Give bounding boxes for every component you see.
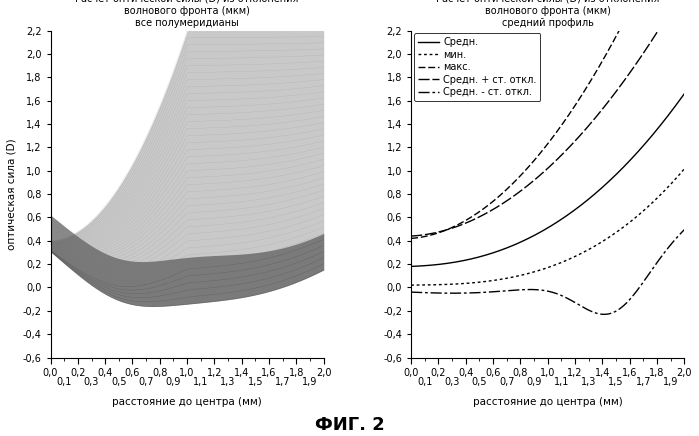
мин.: [407, 283, 415, 288]
Title: s101_OD_2_1.txt
Расчет оптической силы (D) из отклонения
волнового фронта (мкм)
: s101_OD_2_1.txt Расчет оптической силы (…: [436, 0, 659, 28]
Text: 1,3: 1,3: [581, 377, 596, 387]
Title: s101_OD_2_1.txt
Расчет оптической силы (D) из отклонения
волнового фронта (мкм)
: s101_OD_2_1.txt Расчет оптической силы (…: [75, 0, 298, 28]
Средн. + ст. откл.: [637, 54, 646, 59]
Средн.: [654, 125, 663, 130]
Text: 1,1: 1,1: [554, 377, 569, 387]
Text: 0,3: 0,3: [445, 377, 460, 387]
Y-axis label: оптическая сила (D): оптическая сила (D): [7, 138, 17, 250]
Line: мин.: мин.: [411, 169, 684, 285]
Text: 0,3: 0,3: [84, 377, 99, 387]
Legend: Средн., мин., макс., Средн. + ст. откл., Средн. - ст. откл.: Средн., мин., макс., Средн. + ст. откл.,…: [414, 34, 540, 101]
Средн. - ст. откл.: [407, 290, 415, 295]
макс.: [408, 236, 416, 241]
Средн. - ст. откл.: [638, 281, 647, 286]
Средн. - ст. откл.: [570, 299, 578, 304]
Средн. + ст. откл.: [654, 27, 663, 32]
макс.: [574, 98, 582, 103]
Средн. - ст. откл.: [408, 290, 416, 295]
мин.: [569, 255, 577, 260]
Text: 1,7: 1,7: [635, 377, 651, 387]
Средн.: [637, 145, 646, 150]
Text: 1,3: 1,3: [220, 377, 236, 387]
Средн. + ст. откл.: [570, 140, 578, 145]
Средн. - ст. откл.: [680, 227, 689, 232]
Text: 0,1: 0,1: [417, 377, 433, 387]
мин.: [570, 255, 578, 260]
Средн. - ст. откл.: [656, 256, 664, 262]
Text: 1,9: 1,9: [303, 377, 318, 387]
Text: 0,9: 0,9: [166, 377, 181, 387]
Line: макс.: макс.: [411, 0, 684, 238]
Line: Средн. - ст. откл.: Средн. - ст. откл.: [411, 230, 684, 314]
Line: Средн. + ст. откл.: Средн. + ст. откл.: [411, 0, 684, 236]
Средн. - ст. откл.: [574, 302, 582, 307]
Средн. - ст. откл.: [569, 299, 577, 304]
мин.: [680, 166, 689, 171]
Line: Средн.: Средн.: [411, 94, 684, 266]
Text: 0,9: 0,9: [526, 377, 542, 387]
Text: 0,5: 0,5: [472, 377, 487, 387]
макс.: [407, 236, 415, 241]
Text: 1,9: 1,9: [663, 377, 678, 387]
Text: 1,5: 1,5: [247, 377, 263, 387]
Средн.: [408, 264, 416, 269]
Средн. + ст. откл.: [408, 233, 416, 238]
X-axis label: расстояние до центра (мм): расстояние до центра (мм): [473, 397, 623, 407]
макс.: [569, 106, 577, 112]
Средн. + ст. откл.: [574, 135, 582, 140]
мин.: [637, 210, 646, 215]
Text: 0,7: 0,7: [499, 377, 514, 387]
Средн. + ст. откл.: [569, 141, 577, 146]
макс.: [570, 105, 578, 110]
Средн. - ст. откл.: [600, 312, 608, 317]
X-axis label: расстояние до центра (мм): расстояние до центра (мм): [113, 397, 262, 407]
Text: 0,7: 0,7: [138, 377, 154, 387]
Средн.: [680, 91, 689, 96]
мин.: [574, 252, 582, 258]
Средн.: [570, 208, 578, 213]
Text: 0,5: 0,5: [111, 377, 127, 387]
Text: 1,5: 1,5: [608, 377, 624, 387]
Средн.: [569, 209, 577, 214]
Text: ФИГ. 2: ФИГ. 2: [315, 416, 384, 434]
Text: 1,7: 1,7: [275, 377, 291, 387]
Средн.: [574, 204, 582, 210]
мин.: [654, 194, 663, 199]
мин.: [408, 283, 416, 288]
Text: 0,1: 0,1: [57, 377, 72, 387]
Средн.: [407, 264, 415, 269]
Text: 1,1: 1,1: [193, 377, 208, 387]
Средн. + ст. откл.: [407, 233, 415, 238]
